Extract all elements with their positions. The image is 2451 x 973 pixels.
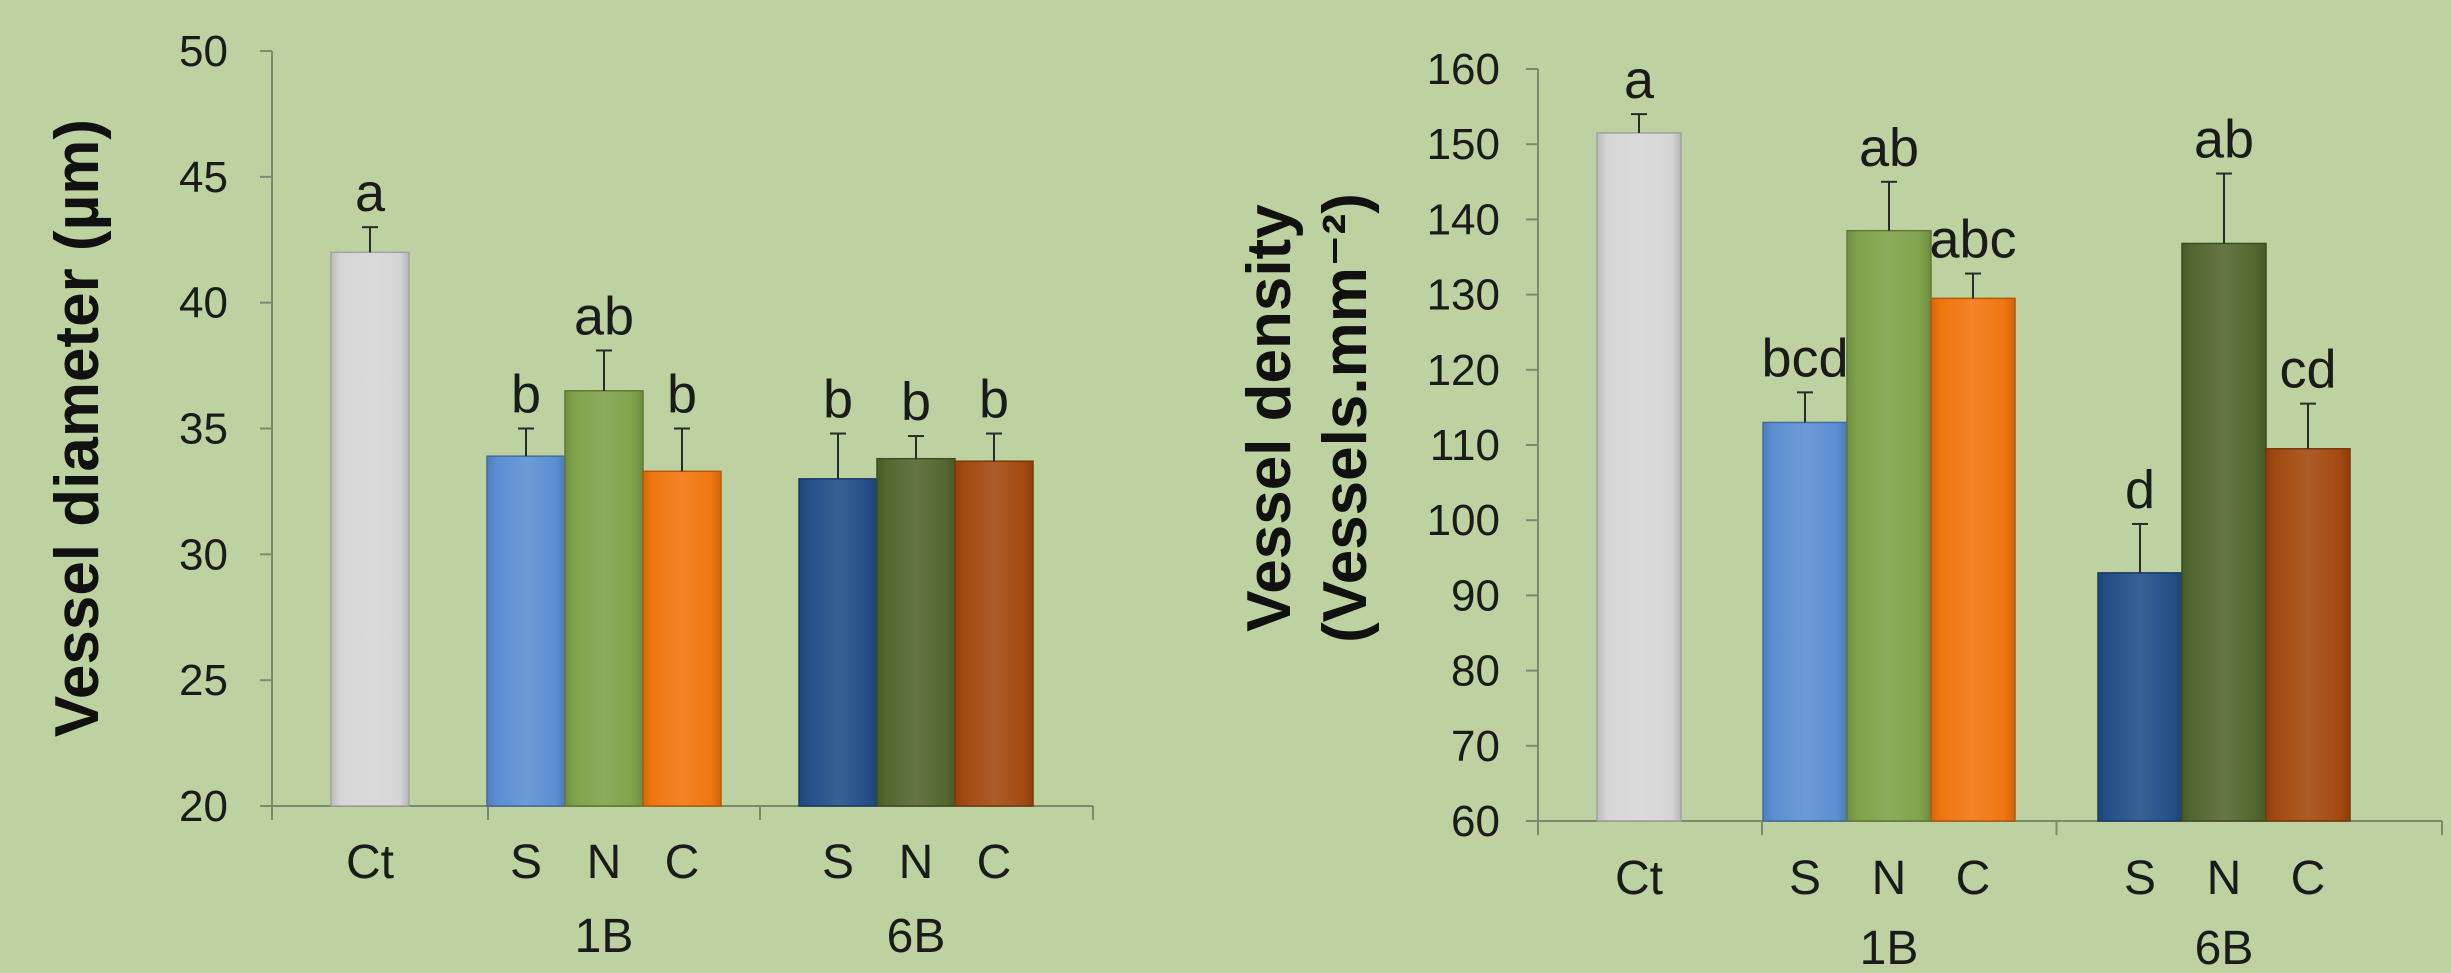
x-category-label: S	[1789, 852, 1821, 905]
vessel-density-chart: 60 70 80 90 100 110 120 130 140 150 160 a Ct bcd Sab Na…	[1235, 45, 2443, 973]
x-group-label: 1B	[575, 910, 634, 963]
vessel-diameter-chart: 20 25 30 35 40 45 50 a Ct b Sab Nb Cb Sb Nb C 1B 6B Vessel…	[43, 27, 1094, 963]
bar-6B-S	[798, 478, 878, 807]
y-tick-label: 160	[1427, 45, 1500, 94]
y-tick-label: 150	[1427, 120, 1500, 169]
y-tick-label: 40	[179, 279, 228, 328]
bar-6B-N	[876, 457, 956, 807]
bar-1B-C	[642, 470, 722, 807]
significance-letter: b	[667, 365, 697, 425]
bar-1B-N	[1846, 229, 1932, 822]
significance-letter: b	[823, 370, 853, 430]
x-group-label: 1B	[1860, 922, 1919, 973]
significance-letter: bcd	[1761, 328, 1848, 388]
x-category-label: S	[822, 836, 854, 889]
significance-letter: b	[511, 365, 541, 425]
x-category-label: C	[1956, 852, 1991, 905]
y-tick-label: 130	[1427, 271, 1500, 320]
x-category-label: N	[1872, 852, 1907, 905]
y-tick-label: 100	[1427, 496, 1500, 545]
x-category-label: S	[2124, 852, 2156, 905]
y-tick-label: 120	[1427, 346, 1500, 395]
significance-letter: cd	[2279, 340, 2336, 400]
x-category-label: Ct	[346, 836, 394, 889]
bar-1B-S	[486, 455, 566, 807]
significance-letter: a	[355, 163, 386, 223]
y-tick-label: 140	[1427, 195, 1500, 244]
x-category-label: N	[2207, 852, 2242, 905]
x-category-label: Ct	[1615, 852, 1663, 905]
y-tick-label: 45	[179, 153, 228, 202]
x-category-label: N	[587, 836, 622, 889]
x-category-label: C	[2291, 852, 2326, 905]
x-category-label: C	[977, 836, 1012, 889]
x-category-label: C	[665, 836, 700, 889]
y-tick-label: 110	[1430, 421, 1500, 470]
y-tick-label: 90	[1451, 571, 1500, 620]
significance-letter: abc	[1929, 210, 2016, 270]
y-tick-label: 20	[179, 782, 228, 831]
y-tick-label: 80	[1451, 647, 1500, 696]
x-group-label: 6B	[887, 910, 946, 963]
bar-6B-C	[954, 460, 1034, 807]
y-tick-label: 25	[179, 656, 228, 705]
x-category-label: S	[510, 836, 542, 889]
bar-6B-S	[2097, 572, 2183, 822]
x-category-label: N	[899, 836, 934, 889]
bar-1B-N	[564, 390, 644, 807]
y-tick-label: 60	[1451, 797, 1500, 846]
x-group-label: 6B	[2195, 922, 2254, 973]
bar-6B-C	[2265, 448, 2351, 822]
bar-1B-S	[1762, 421, 1848, 822]
bar-Ct	[330, 251, 410, 807]
significance-letter: d	[2125, 460, 2155, 520]
significance-letter: a	[1624, 50, 1655, 110]
y-tick-label: 30	[179, 530, 228, 579]
significance-letter: ab	[2194, 110, 2254, 170]
y-axis-title-line2: (Vessels.mm⁻²)	[1311, 193, 1380, 643]
bar-1B-C	[1930, 297, 2016, 822]
bar-6B-N	[2181, 242, 2267, 822]
y-axis-title-line1: Vessel density	[1235, 204, 1304, 632]
y-tick-label: 50	[179, 27, 228, 76]
significance-letter: ab	[574, 286, 634, 346]
significance-letter: b	[901, 372, 931, 432]
bar-Ct	[1596, 132, 1682, 822]
significance-letter: ab	[1859, 118, 1919, 178]
significance-letter: b	[979, 370, 1009, 430]
y-tick-label: 35	[179, 405, 228, 454]
y-tick-label: 70	[1451, 722, 1500, 771]
y-axis-title: Vessel diameter (µm)	[43, 119, 112, 737]
